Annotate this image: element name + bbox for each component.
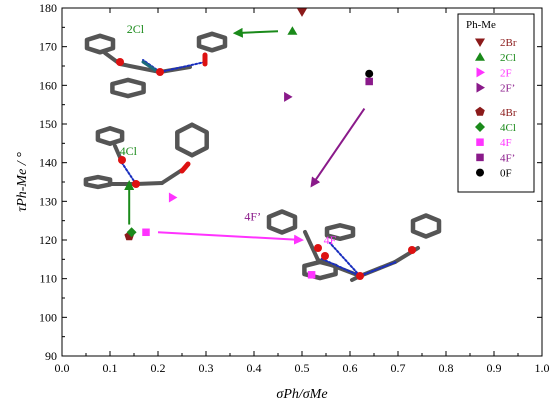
molecule-bond: [141, 60, 157, 72]
molecule-ring: [110, 77, 146, 99]
halogen-contact: [329, 242, 361, 277]
molecule-ring: [410, 213, 442, 239]
data-point-2F: [284, 91, 293, 102]
x-tick-label: 0.3: [199, 361, 214, 375]
oxygen-atom: [408, 246, 416, 254]
legend-box: [457, 13, 535, 193]
y-tick-label: 90: [45, 349, 57, 363]
x-tick-label: 0.6: [343, 361, 358, 375]
legend-marker: [475, 52, 485, 61]
legend-title: Ph-Me: [466, 19, 496, 31]
data-point-2Br: [297, 8, 307, 17]
annotation-label: 2Cl: [127, 22, 145, 36]
x-tick-label: 0.9: [487, 361, 502, 375]
legend: Ph-Me 2Br 2Cl 2F 2F’ 4Br 4Cl 4F 4F’ 0F: [457, 13, 535, 193]
legend-marker: [475, 38, 485, 47]
x-tick-label: 0.8: [439, 361, 454, 375]
y-tick-label: 150: [39, 117, 57, 131]
molecule-bond: [179, 161, 191, 174]
legend-marker: [476, 168, 484, 177]
halogen-contact: [359, 261, 397, 277]
x-tick-label: 1.0: [535, 361, 550, 375]
y-tick-label: 170: [39, 40, 57, 54]
oxygen-atom: [118, 156, 126, 164]
molecule-ring: [175, 122, 209, 158]
oxygen-atom: [321, 252, 329, 260]
molecular-structures: [83, 31, 442, 282]
annotation-label: 4F’: [244, 210, 261, 224]
molecule-bond: [134, 181, 164, 186]
legend-label: 4Br: [500, 107, 517, 119]
data-point-0F: [365, 69, 374, 78]
legend-label: 4Cl: [500, 122, 516, 134]
data-point-4F: [365, 77, 373, 86]
x-tick-label: 0.7: [391, 361, 406, 375]
arrows: [124, 27, 366, 245]
molecule-bond: [303, 230, 320, 262]
halogen-contact: [319, 257, 361, 277]
molecule-ring: [324, 223, 356, 242]
molecule-ring: [266, 209, 298, 235]
y-tick-label: 130: [39, 194, 57, 208]
data-point-2F: [168, 192, 178, 203]
oxygen-atom: [116, 58, 124, 66]
y-tick-label: 110: [39, 272, 57, 286]
legend-label: 0F: [500, 168, 512, 180]
annotation-label: 4Cl: [120, 144, 138, 158]
y-tick-label: 100: [39, 310, 57, 324]
data-point-4Cl: [126, 227, 137, 238]
legend-label: 2F: [500, 67, 512, 79]
annotation-arrow: [232, 27, 279, 38]
halogen-contact: [159, 61, 206, 73]
annotation-arrow: [310, 107, 366, 188]
x-tick-label: 0.5: [295, 361, 310, 375]
y-tick-label: 140: [39, 156, 57, 170]
legend-label: 2Cl: [500, 52, 516, 64]
legend-marker: [475, 106, 485, 116]
data-point-4F: [142, 228, 150, 237]
x-tick-label: 0.0: [55, 361, 70, 375]
chlorine-atom: [132, 180, 140, 188]
molecule-ring: [84, 33, 116, 55]
legend-marker: [476, 82, 485, 93]
x-tick-label: 0.4: [247, 361, 262, 375]
legend-marker: [476, 138, 484, 146]
legend-label: 2Br: [500, 37, 517, 49]
legend-label: 2F’: [500, 83, 515, 95]
y-tick-label: 160: [39, 78, 57, 92]
annotation-arrow: [157, 231, 304, 245]
data-points: [124, 8, 374, 279]
molecule-ring: [95, 126, 125, 146]
x-axis-title: σPh/σMe: [276, 387, 327, 402]
x-tick-label: 0.2: [151, 361, 166, 375]
fluorine-atom: [356, 272, 364, 280]
molecule-ring: [196, 31, 228, 53]
legend-marker: [476, 67, 485, 78]
legend-label: 4F’: [500, 152, 515, 164]
data-point-2Cl: [287, 26, 298, 35]
oxygen-atom: [314, 244, 322, 252]
y-tick-label: 120: [39, 233, 57, 247]
y-axis-title: τPh-Me / °: [15, 152, 30, 212]
molecule-ring: [83, 174, 113, 190]
legend-label: 4F: [500, 137, 512, 149]
y-tick-label: 180: [39, 1, 57, 15]
annotations: 2Cl 4Cl 4F’ 4F: [120, 22, 337, 247]
legend-marker: [475, 122, 485, 132]
axes: 0.0 0.1 0.2 0.3 0.4 0.5 0.6 0.7 0.8 0.9 1.0 90 100 11…: [15, 1, 550, 402]
data-point-4F: [307, 271, 316, 279]
annotation-label: 4F: [324, 233, 337, 247]
chlorine-atom: [156, 68, 164, 76]
legend-marker: [476, 153, 484, 162]
x-tick-label: 0.1: [103, 361, 118, 375]
